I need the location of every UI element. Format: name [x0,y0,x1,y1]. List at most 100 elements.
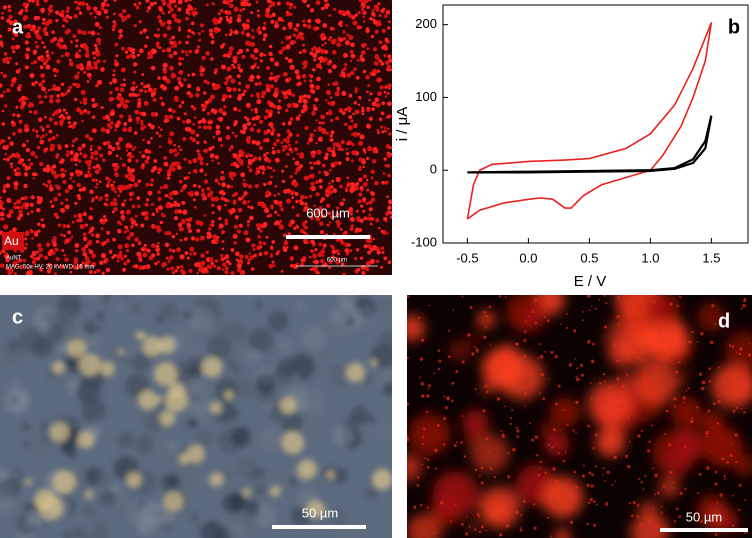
speck [575,401,578,404]
dot [304,126,308,130]
speck [615,480,617,482]
speck [426,394,430,398]
dot [6,19,11,24]
dot [387,83,392,88]
dot [52,136,56,140]
dot [77,72,80,75]
speck [524,365,526,367]
dot [124,230,127,233]
dot [256,223,260,227]
dot [108,151,112,155]
dot [6,198,11,203]
dot [25,9,29,13]
dot [74,202,77,205]
dot [60,202,63,205]
speck [540,355,544,359]
dot [140,126,144,130]
dot [272,147,274,149]
dot [232,57,234,59]
speck [657,357,660,360]
dot [37,35,42,40]
dot [147,250,150,253]
dot [266,66,270,70]
x-tick-label: 0.5 [580,250,598,265]
dot [351,159,354,162]
dot [303,60,308,65]
dot [109,82,112,85]
dot [228,149,231,152]
dot [35,41,38,44]
dot [147,156,150,159]
dot [159,96,162,99]
dot [355,228,360,233]
dot [58,193,61,196]
dot [388,132,391,135]
dot [86,259,91,264]
dot [42,22,45,25]
dot [328,182,330,184]
dot [390,211,394,215]
dot [82,31,86,35]
dot [248,184,252,188]
dot [68,238,72,242]
dot [57,144,61,148]
dot [144,44,147,47]
dot [269,264,274,269]
speck [675,370,678,373]
dot [184,251,188,255]
speck [646,334,648,336]
dot [144,216,149,221]
dot [116,146,120,150]
dot [386,144,391,149]
dot [91,31,96,36]
dot [134,131,137,134]
dot [363,70,366,73]
dot [186,119,191,124]
dot [311,47,315,51]
dot [49,130,53,134]
dot [33,177,35,179]
dot [351,119,354,122]
dot [212,19,216,23]
dot [375,55,380,60]
dot [277,193,280,196]
dot [162,214,166,218]
dot [37,222,41,226]
dot [341,69,344,72]
dot [146,198,149,201]
dot [128,115,131,118]
dot [318,137,323,142]
dot [383,54,386,57]
dot [166,80,170,84]
dot [207,125,211,129]
dot [329,221,331,223]
dot [367,84,370,87]
dot [288,35,292,39]
dot [380,85,384,89]
speck [637,504,640,507]
dot [371,217,374,220]
speck [583,465,585,467]
speck [735,461,737,463]
dot [118,244,123,249]
dot [99,261,103,265]
dot [63,224,67,228]
dot [187,192,190,195]
speck [550,351,553,354]
dot [120,87,125,92]
dot [45,147,48,150]
dot [320,230,324,234]
speck [613,456,616,459]
glow [671,397,702,428]
blotch [231,427,251,447]
dot [378,14,381,17]
dot [356,76,360,80]
gold-patch [270,486,281,497]
dot [6,176,10,180]
dot [222,94,225,97]
speck [594,500,596,502]
dot [111,147,115,151]
dot [184,237,188,241]
dot [176,266,179,269]
dot [132,205,136,209]
